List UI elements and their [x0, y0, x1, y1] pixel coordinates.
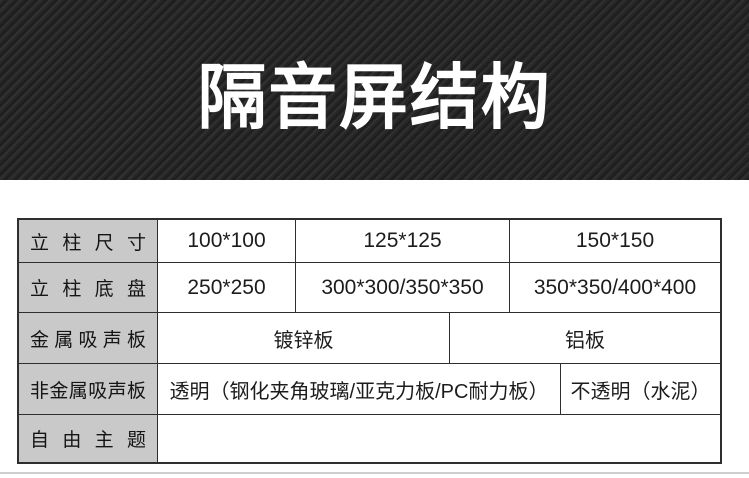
row-label-cell: 金属吸声板	[19, 313, 158, 363]
table-row-metal-panel: 金属吸声板 镀锌板 铝板	[19, 313, 720, 364]
spec-value-cell: 350*350/400*400	[533, 275, 697, 299]
spec-value-cell: 125*125	[296, 220, 510, 262]
table-row-column-size: 立柱尺寸 100*100 125*125 150*150	[19, 220, 720, 263]
row-label: 金属吸声板	[30, 329, 146, 351]
table-row-column-base: 立柱底盘 250*250 300*300/350*350 350*350/400…	[19, 263, 720, 313]
row-label: 自由主题	[30, 430, 146, 451]
title-banner: 隔音屏结构	[0, 0, 749, 180]
row-label-cell: 非金属吸声板	[19, 364, 158, 414]
table-row-nonmetal-panel: 非金属吸声板 透明（钢化夹角玻璃/亚克力板/PC耐力板） 不透明（水泥）	[19, 364, 720, 415]
spec-value-cell: 250*250	[158, 263, 296, 312]
bottom-divider-line	[0, 472, 749, 474]
row-label-cell: 立柱底盘	[19, 263, 158, 312]
row-label-cell: 立柱尺寸	[19, 220, 158, 262]
spec-value-cell: 100*100	[158, 220, 296, 262]
spec-value-cell	[158, 415, 720, 462]
spec-value-cell: 不透明（水泥）	[570, 380, 711, 403]
spec-value-cell: 透明（钢化夹角玻璃/亚克力板/PC耐力板）	[158, 364, 561, 414]
spec-table: 立柱尺寸 100*100 125*125 150*150 立柱底盘 250*25…	[17, 218, 722, 464]
spec-value-cell: 150*150	[575, 229, 655, 252]
spec-value-cell: 铝板	[565, 329, 605, 352]
spec-value-cell: 镀锌板	[158, 313, 450, 363]
spec-value-cell: 300*300/350*350	[296, 263, 510, 312]
row-label-cell: 自由主题	[19, 415, 158, 462]
row-label: 立柱尺寸	[30, 232, 146, 254]
row-label: 非金属吸声板	[30, 380, 146, 402]
row-label: 立柱底盘	[30, 279, 146, 300]
table-row-free-theme: 自由主题	[19, 415, 720, 462]
page-title: 隔音屏结构	[197, 59, 552, 138]
